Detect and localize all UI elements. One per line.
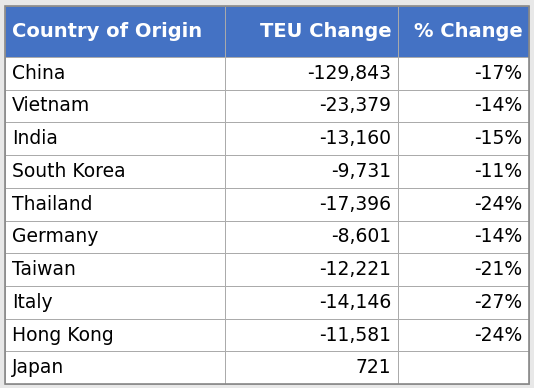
- Bar: [5, 122, 225, 155]
- Bar: [5, 6, 225, 57]
- Text: China: China: [12, 64, 65, 83]
- Text: -27%: -27%: [474, 293, 522, 312]
- Text: -8,601: -8,601: [331, 227, 391, 246]
- Bar: [225, 319, 398, 352]
- Text: South Korea: South Korea: [12, 162, 125, 181]
- Text: -17,396: -17,396: [319, 195, 391, 214]
- Text: Taiwan: Taiwan: [12, 260, 76, 279]
- Text: % Change: % Change: [413, 22, 522, 41]
- Text: -23,379: -23,379: [319, 97, 391, 116]
- Text: -12,221: -12,221: [319, 260, 391, 279]
- Text: Italy: Italy: [12, 293, 52, 312]
- Text: India: India: [12, 129, 58, 148]
- Text: -129,843: -129,843: [308, 64, 391, 83]
- Bar: [398, 253, 529, 286]
- Bar: [225, 57, 398, 90]
- Bar: [398, 155, 529, 188]
- Bar: [225, 253, 398, 286]
- Bar: [398, 6, 529, 57]
- Bar: [398, 122, 529, 155]
- Text: -13,160: -13,160: [319, 129, 391, 148]
- Bar: [398, 286, 529, 319]
- Text: Country of Origin: Country of Origin: [12, 22, 202, 41]
- Bar: [398, 319, 529, 352]
- Text: Hong Kong: Hong Kong: [12, 326, 114, 345]
- Bar: [398, 188, 529, 220]
- Text: -11%: -11%: [474, 162, 522, 181]
- Bar: [398, 352, 529, 384]
- Text: -24%: -24%: [474, 326, 522, 345]
- Bar: [5, 57, 225, 90]
- Bar: [5, 286, 225, 319]
- Bar: [225, 188, 398, 220]
- Bar: [5, 253, 225, 286]
- Text: Thailand: Thailand: [12, 195, 92, 214]
- Bar: [225, 122, 398, 155]
- Bar: [398, 57, 529, 90]
- Text: -17%: -17%: [474, 64, 522, 83]
- Text: TEU Change: TEU Change: [260, 22, 391, 41]
- Bar: [5, 90, 225, 122]
- Bar: [5, 220, 225, 253]
- Bar: [5, 155, 225, 188]
- Text: -9,731: -9,731: [331, 162, 391, 181]
- Bar: [225, 155, 398, 188]
- Bar: [5, 352, 225, 384]
- Text: -24%: -24%: [474, 195, 522, 214]
- Text: Vietnam: Vietnam: [12, 97, 90, 116]
- Text: Japan: Japan: [12, 358, 64, 377]
- Text: -15%: -15%: [474, 129, 522, 148]
- Bar: [398, 220, 529, 253]
- Text: -21%: -21%: [474, 260, 522, 279]
- Text: 721: 721: [356, 358, 391, 377]
- Bar: [225, 286, 398, 319]
- Bar: [5, 188, 225, 220]
- Text: -14%: -14%: [474, 97, 522, 116]
- Bar: [225, 6, 398, 57]
- Text: -14,146: -14,146: [319, 293, 391, 312]
- Bar: [225, 352, 398, 384]
- Text: -11,581: -11,581: [319, 326, 391, 345]
- Bar: [225, 220, 398, 253]
- Bar: [398, 90, 529, 122]
- Bar: [225, 90, 398, 122]
- Bar: [5, 319, 225, 352]
- Text: -14%: -14%: [474, 227, 522, 246]
- Text: Germany: Germany: [12, 227, 98, 246]
